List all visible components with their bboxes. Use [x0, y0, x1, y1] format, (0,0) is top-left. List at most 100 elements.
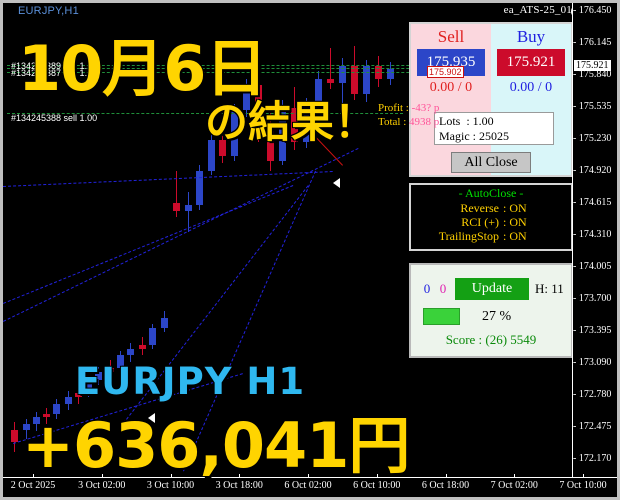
time-tick-mark: [170, 474, 172, 478]
profit-readout: Profit : -43? p: [378, 102, 439, 114]
candle-body: [117, 355, 124, 368]
autoclose-key: Reverse: [460, 201, 499, 215]
candle-body: [139, 344, 146, 350]
order-label: #134245387 sell 1.00: [11, 68, 98, 78]
price-tick: - 172.475: [573, 421, 612, 433]
buy-header: Buy: [516, 27, 546, 46]
time-axis[interactable]: 2 Oct 2025 3 Oct 02:00 3 Oct 10:00 3 Oct 18…: [3, 474, 617, 497]
chart-pointer-cursor-2: [148, 413, 155, 423]
candle-wick: [176, 171, 177, 218]
window-frame-bottom: [0, 497, 620, 500]
candle-body: [53, 403, 60, 414]
candle-body: [75, 393, 82, 398]
candle-body: [127, 349, 134, 356]
candle-body: [33, 417, 40, 425]
candle-body: [23, 424, 30, 430]
candle-body: [95, 372, 102, 381]
price-tick: - 173.090: [573, 356, 612, 368]
candle-body: [291, 108, 298, 142]
progress-percent: 27 %: [482, 308, 512, 324]
time-tick-mark: [308, 474, 309, 478]
overlay-pair-text: EURJPY H1: [75, 360, 306, 403]
candle-body: [339, 66, 346, 84]
autoclose-key: TrailingStop: [438, 229, 499, 243]
chart-crosshair-cursor: [333, 178, 340, 188]
candle-body: [375, 66, 382, 80]
candle-body: [327, 79, 334, 84]
time-tick: 3 Oct 02:00: [78, 480, 126, 491]
time-tick-mark: [514, 474, 516, 478]
price-tick: - 176.450: [573, 5, 612, 16]
autoclose-value: : ON: [503, 229, 527, 243]
candle-body: [107, 367, 114, 373]
total-value: 4938 p: [409, 116, 440, 128]
candle-body: [185, 204, 192, 211]
total-readout: Total : 4938 p: [378, 116, 439, 128]
chart-pointer-cursor: [308, 113, 315, 123]
candle-body: [196, 171, 203, 205]
autoclose-row: Reverse : ON: [411, 201, 571, 215]
buy-price-button[interactable]: 175.921: [497, 49, 565, 76]
candle-body: [161, 317, 168, 329]
update-top-row: 0 0 Update H: 11: [411, 278, 571, 300]
candle-body: [279, 108, 286, 161]
horizontal-level-line: [7, 112, 403, 114]
lots-label: Lots: [439, 114, 461, 128]
update-panel: 0 0 Update H: 11 27 % Score : (26) 5549: [409, 263, 573, 358]
overlay-date-text: 10月6日: [18, 32, 267, 105]
price-axis[interactable]: - 176.450 - 176.145 - 175.840 - 175.535 - 17…: [572, 3, 617, 481]
price-tick: - 172.170: [573, 453, 612, 464]
score-label: Score : (26) 5549: [445, 332, 537, 347]
all-close-button[interactable]: All Close: [451, 152, 531, 173]
profit-label: Profit :: [378, 102, 409, 114]
candle-body: [65, 397, 72, 404]
candle-body: [43, 413, 50, 418]
price-tick: - 174.310: [573, 229, 612, 240]
update-button[interactable]: Update: [455, 278, 529, 300]
price-tick: - 176.145: [573, 36, 612, 48]
candle-body: [85, 380, 92, 394]
sell-position-summary: 0.00 / 0: [429, 80, 473, 95]
time-tick: 2 Oct 2025: [10, 480, 56, 491]
price-tick: - 172.780: [573, 389, 612, 401]
autoclose-panel: - AutoClose - Reverse: ON RCI (+): ON Trai…: [409, 183, 573, 251]
price-tick: - 173.700: [573, 292, 612, 304]
time-tick: 6 Oct 02:00: [284, 480, 332, 491]
time-tick: 7 Oct 02:00: [490, 480, 538, 491]
autoclose-row: TrailingStop : ON: [411, 229, 571, 243]
lots-magic-box: Lots : 1.00 Magic : 25025: [434, 112, 554, 145]
time-tick: 6 Oct 10:00: [353, 480, 401, 491]
time-tick-mark: [33, 474, 34, 478]
magic-row: Magic : 25025: [439, 129, 553, 144]
price-tick: - 173.395: [573, 324, 612, 336]
window-frame-left: [0, 0, 3, 500]
overlay-result-text: の結果！: [205, 98, 377, 148]
window-frame-right: [617, 0, 620, 500]
lots-value: : 1.00: [466, 114, 494, 128]
ea-name-label: ea_ATS-25_01: [503, 4, 572, 16]
order-label: #134245388 sell 1.00: [11, 113, 98, 123]
candle-body: [219, 139, 226, 157]
trade-panel: Sell 175.935 0.00 / 0 Buy 175.921 0.00 /…: [409, 22, 573, 177]
update-progress-row: 27 %: [411, 308, 571, 325]
time-tick-mark: [239, 474, 241, 478]
sell-side: Sell 175.935 0.00 / 0: [411, 24, 491, 175]
price-tick: - 175.535: [573, 100, 612, 112]
price-tick: - 174.005: [573, 260, 612, 272]
candle-body: [351, 66, 358, 94]
time-tick-mark: [376, 474, 378, 478]
order-label: #134245389 sell 1.00: [11, 61, 98, 71]
autoclose-key: RCI (+): [461, 215, 499, 229]
candle-wick: [188, 192, 189, 232]
price-tick: - 175.840: [573, 68, 612, 80]
buy-position-summary: 0.00 / 0: [509, 80, 553, 95]
price-tick: - 175.230: [573, 132, 612, 144]
magic-value: : 25025: [472, 129, 509, 143]
time-tick-mark: [583, 474, 584, 478]
horizontal-level-line: [7, 64, 569, 66]
candle-body: [11, 429, 18, 443]
autoclose-value: : ON: [503, 201, 527, 215]
overlay-amount-text: +636,041円: [22, 409, 410, 482]
time-tick-mark: [445, 474, 447, 478]
chart-symbol-title: EURJPY,H1: [18, 5, 79, 17]
